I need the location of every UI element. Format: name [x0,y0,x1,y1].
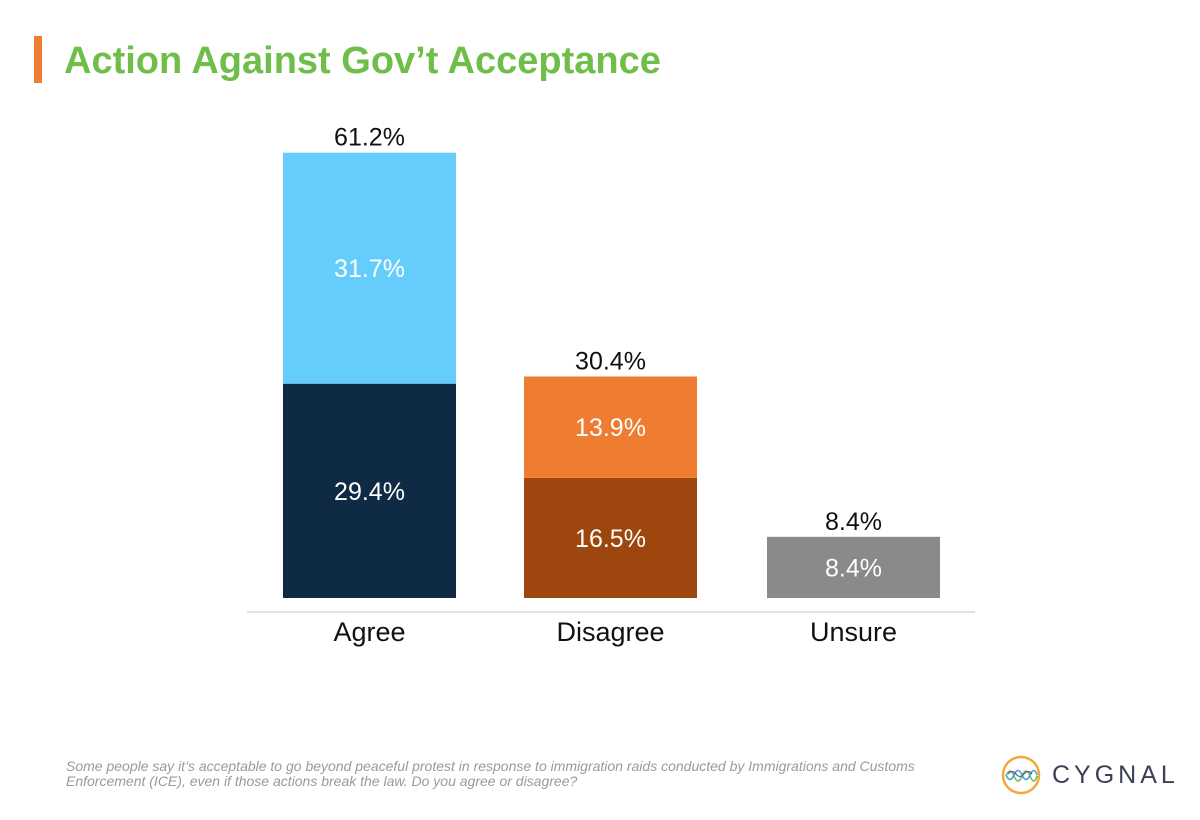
logo-wordmark: CYGNAL [1052,761,1179,789]
title-accent-bar [34,36,42,83]
bar-total-label: 30.4% [575,348,646,376]
bar-total-label: 8.4% [825,508,882,536]
stacked-bar-chart: 29.4% 31.7% 61.2% Agree 16.5% 13.9% 30.4% Disag… [247,124,975,647]
bar-segment-disagree-1 [524,376,697,478]
segment-data-label: 8.4% [825,554,882,582]
x-tick-label: Unsure [810,617,897,647]
bar-segment-agree-1 [283,152,456,384]
bar-segment-disagree-0 [524,477,697,598]
x-tick-label: Disagree [556,617,664,647]
survey-question-footnote: Some people say it’s acceptable to go be… [66,758,915,789]
cygnal-wave-logo-icon [1001,755,1041,795]
page-title: Action Against Gov’t Acceptance [64,40,661,82]
cygnal-logo: CYGNAL [1000,752,1180,798]
segment-data-label: 16.5% [575,525,646,553]
bar-segment-agree-0 [283,383,456,598]
bar-segment-unsure-0 [767,536,940,598]
x-tick-label: Agree [333,617,405,647]
segment-data-label: 29.4% [334,478,405,506]
segment-data-label: 13.9% [575,414,646,442]
segment-data-label: 31.7% [334,255,405,283]
bar-total-label: 61.2% [334,124,405,152]
